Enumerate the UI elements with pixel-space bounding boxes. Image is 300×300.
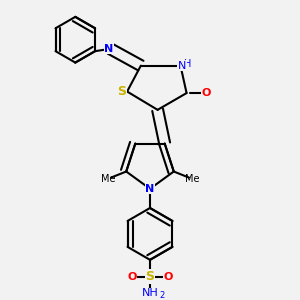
Text: H: H xyxy=(184,59,192,69)
Text: N: N xyxy=(178,61,186,70)
Text: S: S xyxy=(117,85,126,98)
Text: O: O xyxy=(127,272,136,282)
Text: Me: Me xyxy=(185,174,199,184)
Text: N: N xyxy=(146,184,154,194)
Text: Me: Me xyxy=(101,174,115,184)
Text: NH: NH xyxy=(142,288,158,298)
Text: N: N xyxy=(104,44,113,54)
Text: O: O xyxy=(164,272,173,282)
Text: 2: 2 xyxy=(159,291,164,300)
Text: O: O xyxy=(202,88,211,98)
Text: S: S xyxy=(146,270,154,283)
